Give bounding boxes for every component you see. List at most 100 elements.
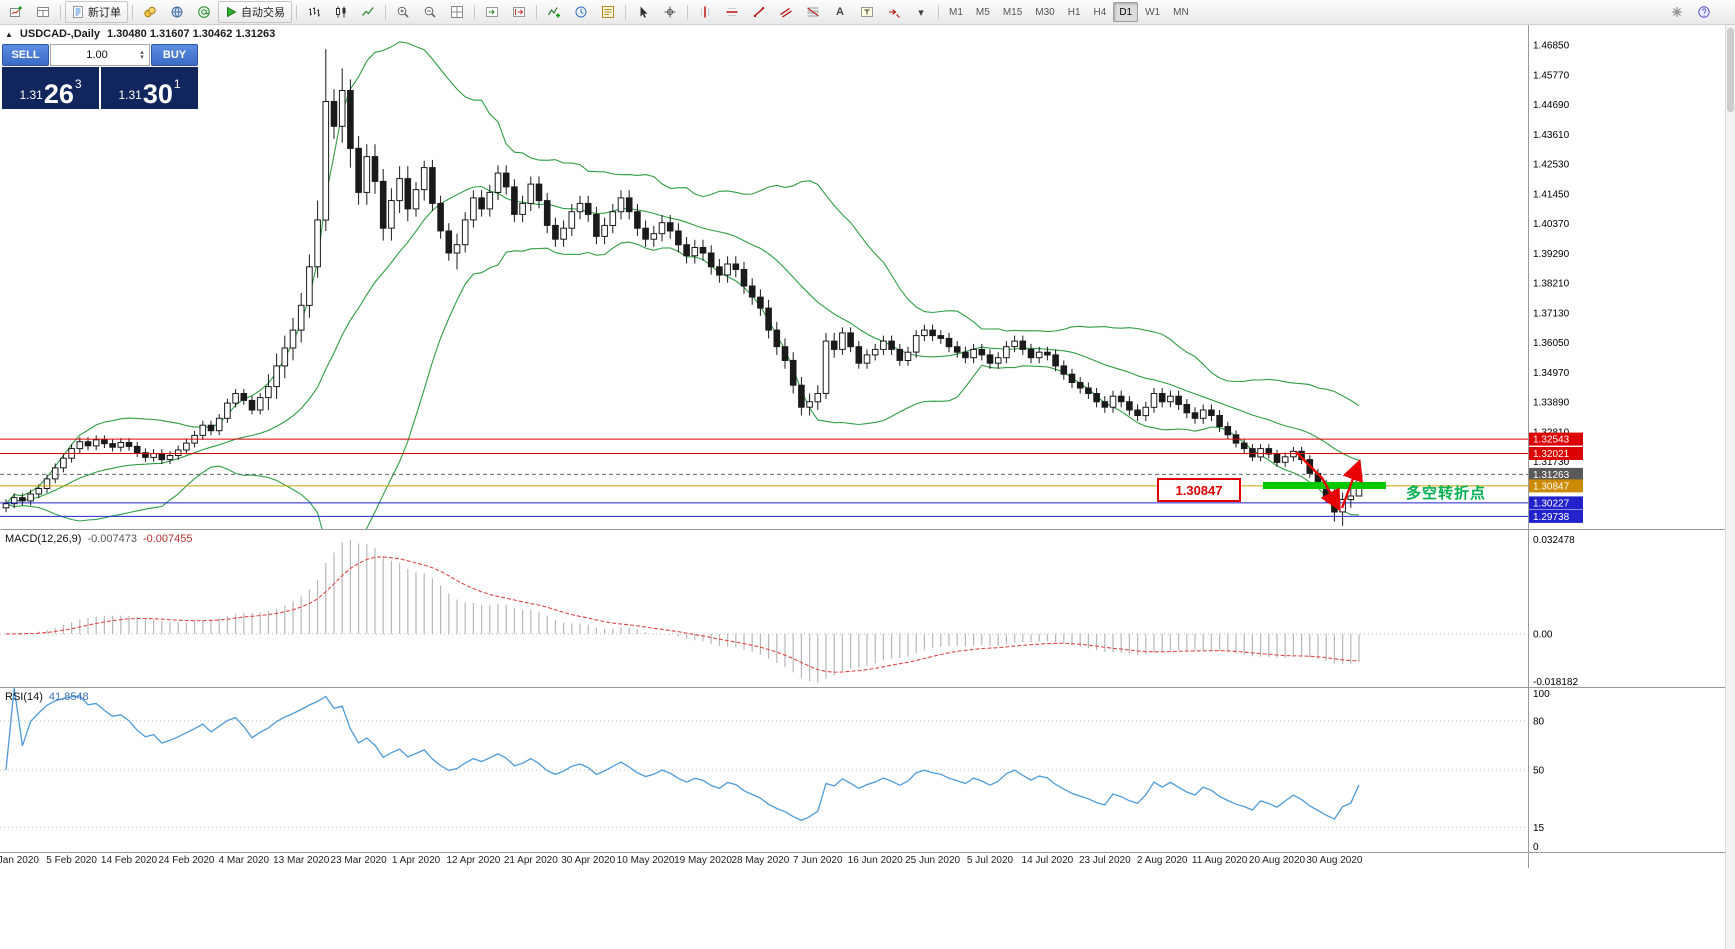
text-icon[interactable]: A: [836, 6, 844, 18]
indicators-icon[interactable]: [541, 1, 567, 23]
candle: [371, 156, 379, 182]
help-icon[interactable]: [1691, 1, 1717, 23]
lot-step-up-icon[interactable]: ▴: [140, 49, 144, 56]
cursor-icon[interactable]: [630, 1, 656, 23]
chart-shift-icon[interactable]: [506, 1, 532, 23]
global-variables-icon-icon: [171, 6, 183, 18]
bar-chart-icon[interactable]: [301, 1, 327, 23]
candle: [568, 211, 576, 229]
chart-collapse-icon[interactable]: ▲: [5, 29, 13, 39]
timeframe-d1-button[interactable]: D1: [1113, 2, 1139, 22]
crosshair-icon[interactable]: [657, 1, 683, 23]
candle: [478, 197, 485, 210]
periods-icon[interactable]: [568, 1, 594, 23]
zoom-out-icon[interactable]: [417, 1, 443, 23]
periods-icon-icon: [575, 6, 587, 18]
rsi-value: 41.8548: [48, 691, 89, 703]
candle: [634, 211, 641, 229]
fibonacci-icon[interactable]: [800, 1, 826, 23]
lot-step-down-icon[interactable]: ▾: [140, 54, 144, 61]
candle: [1068, 373, 1076, 384]
chart-shift-icon-icon: [513, 6, 525, 18]
autotrading-button[interactable]: 自动交易: [218, 1, 292, 23]
candle: [1093, 393, 1100, 403]
line-chart-icon[interactable]: [355, 1, 381, 23]
panel-separators[interactable]: [0, 24, 1727, 868]
candle: [552, 224, 559, 240]
trendline-icon[interactable]: [746, 1, 772, 23]
equidistant-channel-icon[interactable]: [773, 1, 799, 23]
svg-text:-0.018182: -0.018182: [1533, 677, 1578, 688]
global-variables-icon[interactable]: [164, 1, 190, 23]
new-chart-icon[interactable]: [3, 1, 29, 23]
vertical-scrollbar[interactable]: [1725, 0, 1735, 949]
svg-text:28 May 2020: 28 May 2020: [731, 855, 789, 866]
candle: [470, 197, 477, 221]
timeframe-h4-button[interactable]: H4: [1093, 6, 1107, 18]
history-center-icon-icon: [144, 6, 156, 18]
svg-text:1.46850: 1.46850: [1533, 41, 1570, 52]
text-label-icon[interactable]: [854, 1, 880, 23]
support-zone-highlight[interactable]: [1263, 482, 1386, 489]
chart-title: ▲ USDCAD-,Daily 1.30480 1.31607 1.30462 …: [5, 28, 275, 40]
indicators-icon-icon: [548, 6, 560, 18]
lot-stepper[interactable]: ▴ ▾: [137, 49, 147, 61]
scrollbar-thumb[interactable]: [1727, 28, 1734, 112]
settings-icon[interactable]: [1664, 1, 1690, 23]
candle: [43, 478, 51, 489]
buy-button[interactable]: BUY: [151, 44, 198, 66]
toolbar-separator: [474, 4, 475, 20]
timeframe-m15-button[interactable]: M15: [1002, 6, 1023, 18]
timeframe-m5-button[interactable]: M5: [975, 6, 990, 18]
macd-signal-value: -0.007455: [142, 533, 193, 545]
candle: [1175, 395, 1182, 406]
metaeditor-icon[interactable]: [191, 1, 217, 23]
timeframe-m30-button[interactable]: M30: [1035, 6, 1055, 18]
drawing-dropdown-icon[interactable]: ▾: [918, 6, 924, 19]
macd-label: MACD(12,26,9) -0.007473 -0.007455: [5, 533, 193, 545]
candle: [404, 178, 412, 210]
history-center-icon[interactable]: [137, 1, 163, 23]
profiles-icon[interactable]: [30, 1, 56, 23]
timeframe-mn-button[interactable]: MN: [1173, 6, 1189, 18]
timeframe-w1-button[interactable]: W1: [1145, 6, 1161, 18]
new-order-button[interactable]: 新订单: [65, 1, 128, 23]
horizontal-level-lines[interactable]: [0, 438, 1528, 517]
metaeditor-icon-icon: [198, 6, 210, 18]
timeframe-h1-button[interactable]: H1: [1067, 6, 1081, 18]
svg-text:0.032478: 0.032478: [1533, 535, 1575, 546]
timeframe-m1-button[interactable]: M1: [949, 6, 963, 18]
one-click-trading-panel: SELL 1.00 ▴ ▾ BUY 1.31 26 3 1.31 30 1: [2, 44, 198, 109]
candlestick-chart-icon[interactable]: [328, 1, 354, 23]
horizontal-line-icon[interactable]: [719, 1, 745, 23]
lot-size-input[interactable]: 1.00 ▴ ▾: [50, 44, 150, 66]
vertical-line-icon[interactable]: [692, 1, 718, 23]
candle: [584, 202, 592, 215]
tile-windows-icon[interactable]: [444, 1, 470, 23]
fibonacci-icon-icon: [807, 6, 819, 18]
candle: [322, 101, 330, 221]
price-annotation-box[interactable]: 1.30847: [1157, 478, 1241, 502]
arrows-icon[interactable]: [881, 1, 907, 23]
turning-point-text[interactable]: 多空转折点: [1406, 485, 1487, 502]
candle: [117, 442, 125, 448]
candle: [215, 417, 223, 432]
candle: [986, 354, 994, 364]
candle: [207, 424, 215, 432]
svg-text:30 Aug 2020: 30 Aug 2020: [1306, 855, 1363, 866]
buy-price[interactable]: 1.31 30 1: [101, 67, 198, 109]
candle: [363, 156, 371, 193]
zoom-in-icon[interactable]: [390, 1, 416, 23]
candle: [1085, 387, 1092, 394]
templates-icon[interactable]: [595, 1, 621, 23]
candle: [1224, 426, 1232, 436]
sell-button[interactable]: SELL: [2, 44, 49, 66]
candle: [224, 402, 231, 419]
candle: [1019, 340, 1027, 350]
candle: [658, 222, 666, 235]
trend-arrows[interactable]: [1295, 451, 1363, 512]
sell-price[interactable]: 1.31 26 3: [2, 67, 99, 109]
candle: [650, 233, 658, 240]
auto-scroll-icon[interactable]: [479, 1, 505, 23]
